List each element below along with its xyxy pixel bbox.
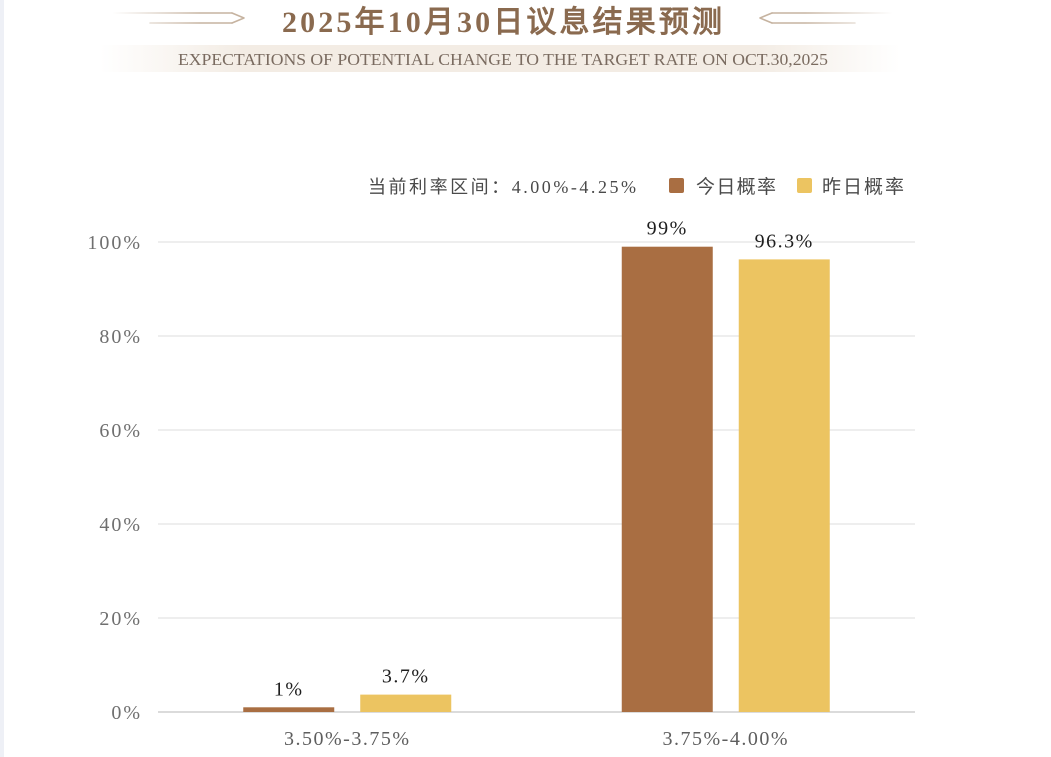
subtitle-band	[100, 45, 900, 72]
legend: 当前利率区间：4.00%-4.25% 今日概率 昨日概率	[368, 176, 904, 198]
bars	[243, 246, 830, 712]
x-axis-categories: 3.50%-3.75% 3.75%-4.00%	[284, 728, 789, 750]
chart-subtitle: EXPECTATIONS OF POTENTIAL CHANGE TO THE …	[178, 50, 828, 69]
y-tick-label: 60%	[99, 420, 142, 442]
x-category-label: 3.50%-3.75%	[284, 728, 410, 750]
y-tick-label: 20%	[99, 608, 142, 630]
legend-label-today: 今日概率	[696, 176, 776, 198]
y-tick-label: 80%	[99, 326, 142, 348]
y-tick-label: 0%	[111, 702, 142, 724]
bar-series-2-category-1	[360, 694, 452, 712]
legend-swatch-today	[669, 178, 684, 193]
x-category-label: 3.75%-4.00%	[663, 728, 789, 750]
bar-series-1-category-1	[243, 707, 335, 712]
bar-series-1-category-2	[621, 246, 713, 712]
legend-swatch-yesterday	[797, 178, 812, 193]
title-decoration-right	[759, 12, 893, 24]
data-label-series-1-category-1: 1%	[274, 678, 304, 700]
bar-series-2-category-2	[738, 259, 830, 712]
data-label-series-2-category-1: 3.7%	[382, 666, 430, 688]
y-axis-ticks: 0% 20% 40% 60% 80% 100%	[87, 232, 142, 724]
title-decoration-left	[112, 12, 245, 24]
data-labels: 1% 3.7% 99% 96.3%	[274, 218, 814, 701]
y-tick-label: 100%	[87, 232, 142, 254]
data-label-series-1-category-2: 99%	[647, 218, 688, 240]
y-tick-label: 40%	[99, 514, 142, 536]
legend-label-yesterday: 昨日概率	[822, 176, 904, 198]
chart-title: 2025年10月30日议息结果预测	[282, 5, 722, 39]
left-edge-strip	[0, 0, 4, 757]
data-label-series-2-category-2: 96.3%	[755, 230, 814, 252]
current-rate-range-note: 当前利率区间：4.00%-4.25%	[368, 177, 636, 197]
